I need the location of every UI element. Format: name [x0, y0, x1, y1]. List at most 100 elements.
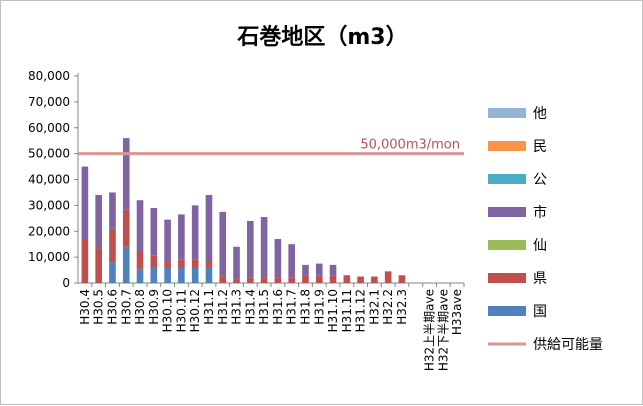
x-tick-label: H30.10 [161, 289, 175, 332]
y-tick-label: 0 [62, 276, 70, 290]
legend-label: 他 [533, 106, 547, 122]
bar-segment [302, 275, 309, 283]
x-tick-label: H30.8 [133, 289, 147, 325]
x-tick-label: H31.3 [230, 289, 244, 325]
x-tick-label: H30.5 [92, 289, 106, 325]
bar-segment [398, 275, 406, 283]
bar-segment [247, 220, 254, 278]
bar-segment [288, 277, 295, 283]
bar-segment [260, 277, 268, 283]
x-tick-label: H32.1 [367, 289, 381, 325]
bar-segment [164, 267, 171, 283]
x-tick-label: H31.4 [243, 289, 257, 325]
x-tick-label: H32.3 [395, 289, 409, 325]
bar-segment [109, 262, 116, 283]
bar-segment [150, 267, 158, 283]
x-tick-label: H31.1 [202, 289, 216, 325]
bar-segment [191, 267, 199, 283]
bar-segment [164, 261, 171, 268]
bar-segment [136, 268, 144, 283]
legend-swatch [488, 273, 526, 283]
bar-segment [150, 255, 158, 268]
bar-segment [178, 259, 185, 268]
legend-swatch [488, 141, 526, 151]
bar-segment [233, 246, 240, 280]
chart-title: 石巻地区（m3） [237, 25, 408, 50]
bar-segment [247, 277, 254, 283]
y-tick-label: 30,000 [28, 198, 70, 212]
bar-segment [329, 264, 337, 276]
bar-segment [205, 267, 213, 283]
legend-swatch [488, 240, 526, 250]
legend-label: 公 [533, 172, 547, 188]
bar-segment [136, 200, 144, 252]
x-tick-label: H31.11 [340, 289, 354, 332]
bar-segment [81, 239, 89, 283]
reference-line-label: 50,000m3/mon [360, 138, 460, 153]
bar-segment [191, 205, 199, 260]
x-tick-label: H31.9 [312, 289, 326, 325]
y-tick-label: 70,000 [28, 95, 70, 109]
x-tick-label: H31.2 [216, 289, 230, 325]
bar-segment [109, 192, 116, 229]
bar-segment [260, 217, 268, 278]
bar-segment [81, 166, 89, 240]
bar-segment [122, 246, 130, 283]
bar-segment [109, 228, 116, 263]
x-tick-label: H30.6 [105, 289, 119, 325]
bar-segment [191, 259, 199, 268]
bar-segment [95, 195, 102, 249]
bar-segment [205, 261, 213, 268]
bar-segment [274, 239, 282, 278]
bar-segment [315, 263, 323, 276]
bar-segment [357, 276, 364, 283]
y-tick-label: 60,000 [28, 121, 70, 135]
x-tick-label: H31.10 [326, 289, 340, 332]
bar-segment [122, 138, 130, 210]
y-tick-label: 20,000 [28, 224, 70, 238]
bar-segment [178, 267, 185, 283]
bar-segment [164, 219, 171, 262]
x-tick-label: H30.4 [78, 289, 92, 325]
y-tick-label: 50,000 [28, 147, 70, 161]
legend-label: 仙 [533, 238, 547, 254]
legend-swatch [488, 174, 526, 184]
bar-segment [219, 211, 227, 276]
bar-segment [302, 264, 309, 276]
x-tick-label: H30.7 [119, 289, 133, 325]
bar-segment [178, 214, 185, 260]
bar-segment [95, 248, 102, 283]
x-tick-label: H32下半期ave [436, 289, 450, 371]
x-tick-label: H31.7 [285, 289, 299, 325]
bar-segment [384, 271, 392, 283]
bar-segment [288, 244, 295, 278]
x-tick-label: H31.5 [257, 289, 271, 325]
x-tick-label: H31.6 [271, 289, 285, 325]
bar-segment [371, 276, 378, 283]
y-tick-label: 40,000 [28, 173, 70, 187]
x-tick-label: H33ave [450, 289, 464, 335]
x-tick-label: H31.12 [354, 289, 368, 332]
bar-segment [343, 275, 351, 283]
legend-label: 供給可能量 [533, 337, 603, 353]
x-tick-label: H32上半期ave [423, 289, 437, 371]
bar-segment [329, 275, 337, 283]
x-tick-label: H30.11 [174, 289, 188, 332]
bar-segment [315, 275, 323, 283]
y-tick-label: 80,000 [28, 69, 70, 83]
bar-segment [205, 195, 213, 262]
y-tick-label: 10,000 [28, 250, 70, 264]
legend-label: 県 [533, 271, 547, 287]
legend-swatch [488, 207, 526, 217]
bar-segment [233, 279, 240, 283]
bar-segment [150, 207, 158, 256]
legend-swatch [488, 108, 526, 118]
bar-segment [219, 275, 227, 283]
bar-segment [122, 209, 130, 247]
x-tick-label: H32.2 [381, 289, 395, 325]
x-tick-label: H31.8 [298, 289, 312, 325]
bar-segment [274, 277, 282, 283]
x-tick-label: H30.12 [188, 289, 202, 332]
